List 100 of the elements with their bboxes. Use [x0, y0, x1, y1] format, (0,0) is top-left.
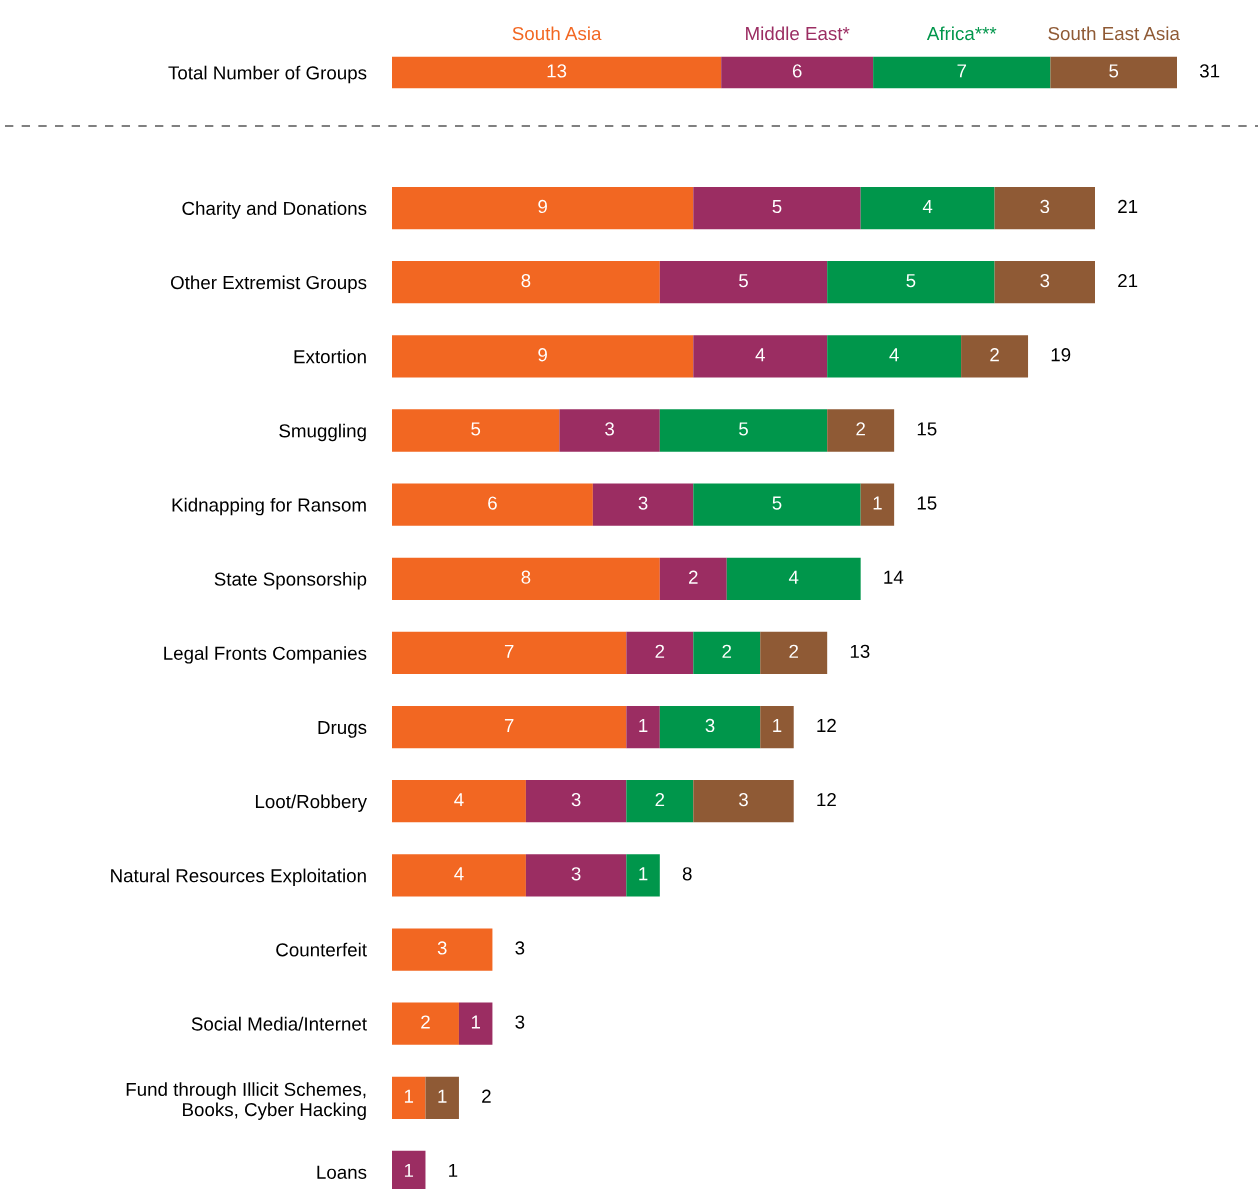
- series-label: Middle East*: [746, 26, 850, 41]
- data-label: 4: [922, 200, 933, 213]
- y-tick-label: Total Number of Groups: [168, 65, 367, 84]
- bar: [827, 335, 962, 378]
- bar: [721, 56, 874, 89]
- series-label: South East Asia: [1048, 26, 1180, 41]
- data-label: 2: [856, 422, 865, 436]
- bar: [693, 483, 861, 526]
- data-label: 1: [404, 1163, 414, 1177]
- y-tick-label: Charity and Donations: [182, 201, 367, 219]
- data-label: 7: [504, 719, 514, 732]
- data-label: 3: [571, 867, 581, 881]
- bar: [392, 483, 593, 526]
- data-label: 5: [739, 422, 748, 436]
- bar: [392, 261, 660, 304]
- total-label: 31: [1199, 64, 1220, 78]
- y-tick-label: State Sponsorship: [214, 572, 367, 590]
- bar: [392, 557, 660, 600]
- data-label: 13: [547, 64, 567, 78]
- data-label: 2: [789, 644, 798, 658]
- total-label: 13: [850, 644, 870, 658]
- data-label: 3: [605, 422, 614, 436]
- data-label: 3: [571, 792, 581, 807]
- data-label: 2: [655, 792, 665, 807]
- total-label: 15: [917, 496, 937, 510]
- total-label: 15: [917, 422, 937, 436]
- bar: [659, 557, 727, 600]
- bar: [392, 409, 560, 452]
- data-label: 3: [739, 792, 748, 807]
- bar: [626, 705, 660, 749]
- data-label: 4: [454, 793, 464, 807]
- data-label: 9: [538, 199, 547, 214]
- data-label: 5: [471, 422, 481, 436]
- bar: [860, 483, 895, 526]
- data-label: 6: [792, 64, 802, 78]
- bar: [392, 631, 627, 675]
- total-label: 12: [817, 718, 836, 732]
- y-tick-label: Kidnapping for Ransom: [172, 497, 366, 516]
- total-label: 1: [449, 1163, 458, 1177]
- data-label: 3: [1040, 273, 1050, 288]
- data-label: 3: [1040, 199, 1050, 214]
- bar: [760, 705, 794, 749]
- data-label: 2: [722, 644, 732, 658]
- data-label: 5: [739, 274, 748, 288]
- bar: [425, 1076, 459, 1119]
- bar: [1050, 56, 1177, 89]
- bar: [392, 928, 493, 971]
- bar: [693, 186, 861, 230]
- bar: [626, 631, 694, 675]
- data-label: 1: [471, 1015, 480, 1029]
- series-label: South Asia: [512, 26, 602, 41]
- bar: [525, 854, 627, 897]
- y-tick-label: Extortion: [294, 349, 366, 364]
- total-label: 19: [1051, 348, 1071, 362]
- bar: [392, 705, 627, 749]
- y-tick-label: Natural Resources Exploitation: [111, 868, 366, 887]
- bar: [659, 261, 828, 304]
- data-label: 2: [421, 1015, 430, 1029]
- y-tick-label: Loans: [317, 1165, 367, 1179]
- data-label: 3: [705, 718, 715, 733]
- bar: [392, 854, 526, 897]
- bar: [659, 409, 828, 452]
- data-label: 1: [404, 1089, 414, 1103]
- total-label: 3: [515, 941, 525, 955]
- total-label: 21: [1118, 199, 1138, 213]
- data-label: 6: [488, 496, 497, 510]
- bar: [760, 631, 828, 675]
- bar: [827, 261, 995, 304]
- bar: [559, 409, 660, 452]
- bar: [827, 409, 895, 452]
- bar: [860, 186, 995, 230]
- bar: [592, 483, 694, 526]
- y-tick-label: Fund through Illicit Schemes, Books, Cyber Hacking: [126, 1082, 366, 1120]
- total-label: 8: [682, 867, 692, 881]
- data-label: 2: [655, 644, 665, 658]
- total-label: 21: [1118, 273, 1138, 288]
- data-label: 5: [906, 274, 916, 288]
- data-label: 8: [521, 273, 531, 288]
- data-label: 1: [873, 496, 882, 510]
- data-label: 9: [538, 348, 547, 362]
- data-label: 4: [889, 348, 899, 362]
- data-label: 2: [689, 570, 698, 584]
- data-label: 5: [772, 496, 782, 510]
- data-label: 5: [1109, 64, 1119, 78]
- bar: [458, 1002, 493, 1045]
- y-tick-label: Drugs: [318, 720, 367, 738]
- data-label: 3: [437, 941, 447, 955]
- total-label: 12: [817, 792, 836, 807]
- bar: [693, 631, 761, 675]
- bar: [693, 335, 828, 378]
- bar: [392, 780, 526, 823]
- bar: [392, 335, 694, 378]
- data-label: 3: [638, 496, 648, 510]
- data-label: 4: [755, 348, 765, 362]
- bar: [392, 186, 694, 230]
- bar: [392, 1002, 459, 1045]
- bar: [726, 557, 861, 600]
- bar: [659, 705, 761, 749]
- data-label: 1: [438, 1089, 447, 1103]
- series-label: Africa***: [926, 26, 997, 41]
